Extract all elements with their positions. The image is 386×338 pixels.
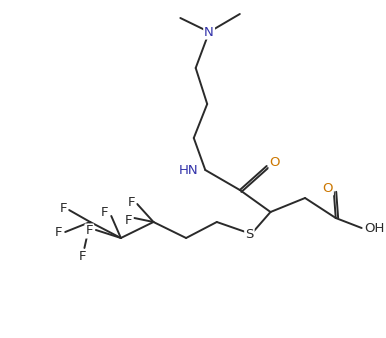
Text: F: F xyxy=(60,201,67,215)
Text: F: F xyxy=(128,195,135,209)
Text: F: F xyxy=(79,250,86,263)
Text: OH: OH xyxy=(364,221,385,235)
Text: N: N xyxy=(204,25,214,39)
Text: HN: HN xyxy=(179,165,198,177)
Text: F: F xyxy=(125,214,132,226)
Text: S: S xyxy=(245,228,254,241)
Text: O: O xyxy=(322,182,333,194)
Text: O: O xyxy=(269,155,280,169)
Text: F: F xyxy=(101,207,108,219)
Text: F: F xyxy=(55,226,63,240)
Text: F: F xyxy=(86,224,93,238)
